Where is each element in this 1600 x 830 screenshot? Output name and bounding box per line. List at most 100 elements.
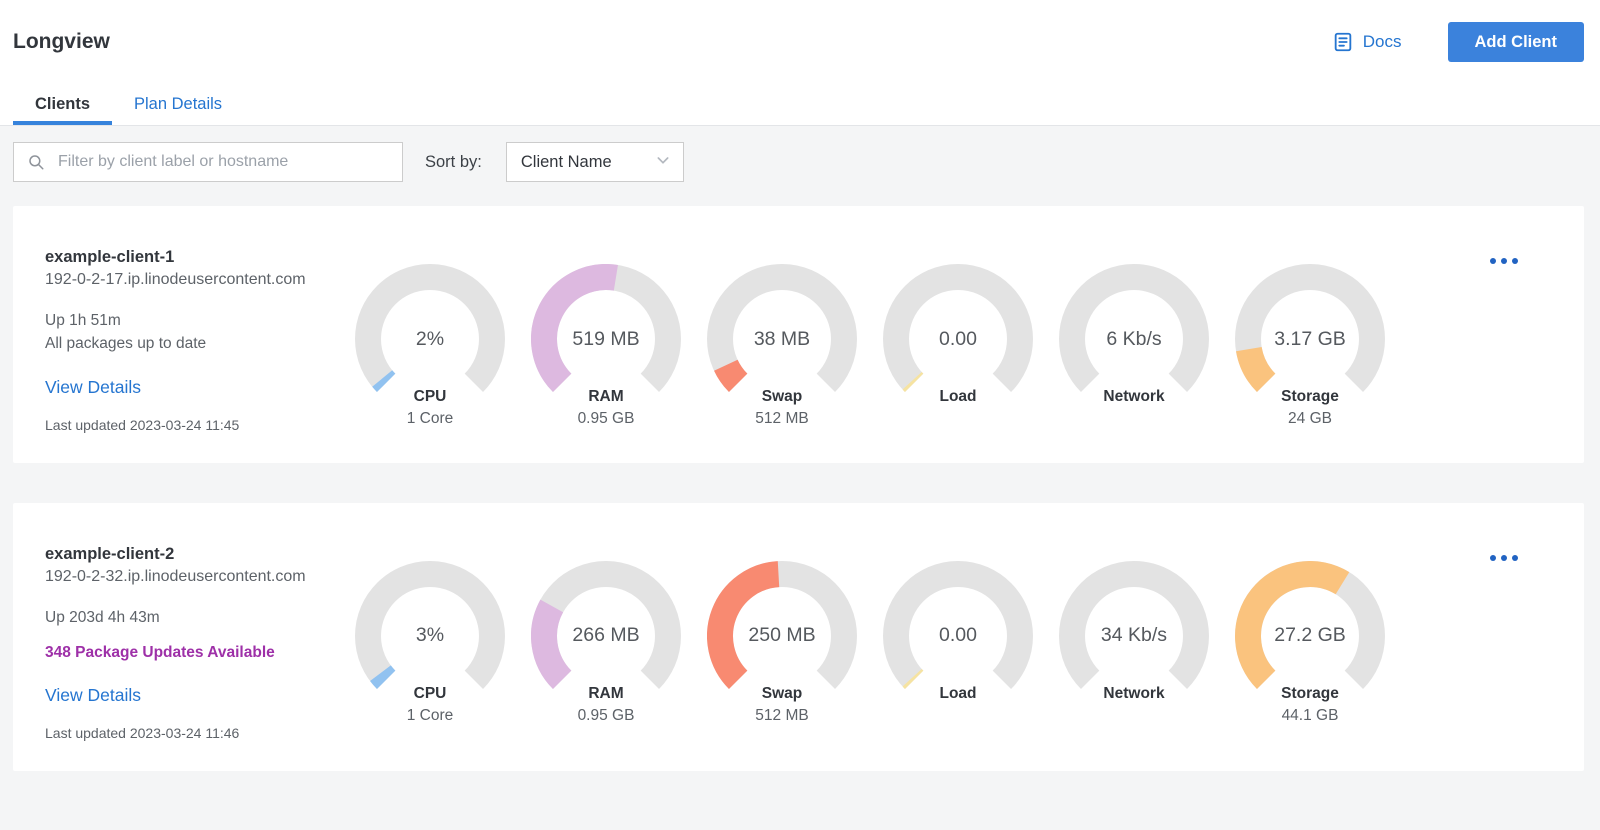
gauge-sublabel: 1 Core	[406, 706, 454, 724]
gauge-value: 3.17 GB	[1274, 327, 1346, 350]
gauge-sublabel: 512 MB	[755, 410, 809, 427]
gauge-ring: 3.17 GB	[1235, 264, 1385, 414]
gauge-value: 34 Kb/s	[1100, 624, 1168, 646]
gauge-value: 6 Kb/s	[1106, 327, 1162, 350]
docs-icon	[1332, 31, 1354, 53]
search-box	[13, 142, 403, 182]
gauge-arc	[883, 560, 1033, 711]
gauge-metric-label: Storage	[1281, 388, 1339, 405]
client-hostname: 192-0-2-32.ip.linodeusercontent.com	[45, 567, 306, 585]
gauge-ring: 250 MB	[707, 560, 857, 711]
gauge: 6 Kb/s Network	[1054, 264, 1214, 433]
gauge-metric-label: Load	[939, 388, 977, 405]
gauge: 0.00 Load	[878, 560, 1038, 742]
client-meta: Up 203d 4h 43m 348 Package Updates Avail…	[45, 606, 350, 665]
add-client-button[interactable]: Add Client	[1447, 22, 1584, 62]
gauge-arc	[707, 560, 857, 711]
client-name: example-client-2	[45, 544, 175, 563]
ellipsis-icon	[1490, 258, 1496, 264]
gauge-ring: 266 MB	[531, 560, 681, 711]
gauge-metric-label: Swap	[761, 388, 803, 405]
client-actions-menu-button[interactable]	[1482, 547, 1526, 569]
gauge: 3.17 GB Storage 24 GB	[1230, 264, 1390, 433]
gauge-value: 3%	[415, 624, 445, 646]
gauge-value: 0.00	[939, 327, 977, 350]
gauge-arc	[355, 560, 505, 711]
gauge: 38 MB Swap 512 MB	[702, 264, 862, 433]
gauge-arc	[531, 264, 681, 414]
gauge: 34 Kb/s Network	[1054, 560, 1214, 742]
gauges-row: 3% CPU 1 Core 266 MB RAM 0.95 GB 250 MB …	[350, 560, 1390, 742]
gauge-metric-label: RAM	[588, 684, 624, 702]
gauge-sublabel: 1 Core	[406, 410, 454, 427]
last-updated: Last updated 2023-03-24 11:45	[45, 416, 240, 433]
client-filter-input[interactable]	[13, 142, 403, 182]
sort-select[interactable]: Client Name	[505, 142, 684, 182]
gauge-arc	[355, 264, 505, 414]
tab-bar: Clients Plan Details	[0, 84, 1600, 126]
gauge: 2% CPU 1 Core	[350, 264, 510, 433]
view-details-link[interactable]: View Details	[45, 685, 141, 705]
ellipsis-icon	[1490, 554, 1496, 561]
gauge-metric-label: Network	[1103, 388, 1165, 405]
gauge-value: 266 MB	[572, 624, 640, 646]
gauge-ring: 519 MB	[531, 264, 681, 414]
tab-clients[interactable]: Clients	[13, 84, 113, 125]
gauge-arc	[531, 560, 681, 711]
page-title: Longview	[13, 30, 110, 53]
client-list: example-client-1 192-0-2-17.ip.linodeuse…	[13, 206, 1584, 771]
gauge: 0.00 Load	[878, 264, 1038, 433]
gauge-arc	[707, 264, 857, 414]
gauge-arc	[1235, 264, 1385, 414]
gauge-ring: 38 MB	[707, 264, 857, 414]
client-uptime: Up 203d 4h 43m	[45, 608, 160, 626]
gauges-row: 2% CPU 1 Core 519 MB RAM 0.95 GB 38 MB S…	[350, 264, 1390, 433]
gauge-value: 250 MB	[748, 624, 816, 646]
header-actions: Docs Add Client	[1332, 22, 1584, 62]
gauge-value: 27.2 GB	[1274, 624, 1346, 646]
client-actions-menu-button[interactable]	[1482, 250, 1526, 272]
gauge: 250 MB Swap 512 MB	[702, 560, 862, 742]
gauge-value: 2%	[415, 327, 445, 350]
gauge-arc	[1235, 560, 1385, 711]
gauge-sublabel: 24 GB	[1288, 410, 1332, 427]
gauge-ring: 0.00	[883, 560, 1033, 711]
sort-select-value: Client Name	[520, 152, 612, 171]
gauge-ring: 2%	[355, 264, 505, 414]
main-content: Sort by: Client Name example-client-1 19…	[0, 126, 1600, 771]
last-updated: Last updated 2023-03-24 11:46	[45, 725, 240, 741]
gauge-arc	[1059, 560, 1209, 711]
client-card: example-client-1 192-0-2-17.ip.linodeuse…	[13, 206, 1584, 463]
client-hostname: 192-0-2-17.ip.linodeusercontent.com	[45, 271, 306, 288]
gauge-value: 519 MB	[572, 327, 640, 350]
gauge-sublabel: 44.1 GB	[1281, 706, 1339, 724]
gauge-ring: 3%	[355, 560, 505, 711]
gauge: 519 MB RAM 0.95 GB	[526, 264, 686, 433]
gauge-sublabel: 0.95 GB	[577, 706, 635, 724]
docs-link[interactable]: Docs	[1332, 31, 1402, 53]
gauge-metric-label: CPU	[413, 684, 447, 702]
gauge-metric-label: RAM	[588, 388, 624, 405]
client-info: example-client-2 192-0-2-32.ip.linodeuse…	[45, 539, 350, 742]
client-card: example-client-2 192-0-2-32.ip.linodeuse…	[13, 502, 1584, 771]
gauge-value: 0.00	[939, 624, 977, 646]
docs-link-label: Docs	[1362, 32, 1402, 51]
client-uptime: Up 1h 51m	[45, 312, 121, 329]
gauge-metric-label: Network	[1103, 684, 1165, 702]
package-status: All packages up to date	[45, 335, 207, 353]
filter-row: Sort by: Client Name	[13, 142, 1584, 182]
tab-plan-details[interactable]: Plan Details	[134, 95, 223, 113]
client-info: example-client-1 192-0-2-17.ip.linodeuse…	[45, 242, 350, 433]
sort-by-label: Sort by:	[425, 152, 482, 171]
gauge-sublabel: 512 MB	[755, 706, 809, 724]
page-header: Longview Docs Add Client	[0, 0, 1600, 84]
package-status: 348 Package Updates Available	[45, 643, 275, 661]
client-name: example-client-1	[45, 248, 175, 266]
view-details-link[interactable]: View Details	[45, 376, 141, 397]
gauge: 266 MB RAM 0.95 GB	[526, 560, 686, 742]
gauge: 3% CPU 1 Core	[350, 560, 510, 742]
chevron-down-icon	[655, 152, 671, 173]
gauge-arc	[883, 264, 1033, 414]
gauge-metric-label: Swap	[761, 684, 803, 702]
gauge-value: 38 MB	[753, 327, 811, 350]
